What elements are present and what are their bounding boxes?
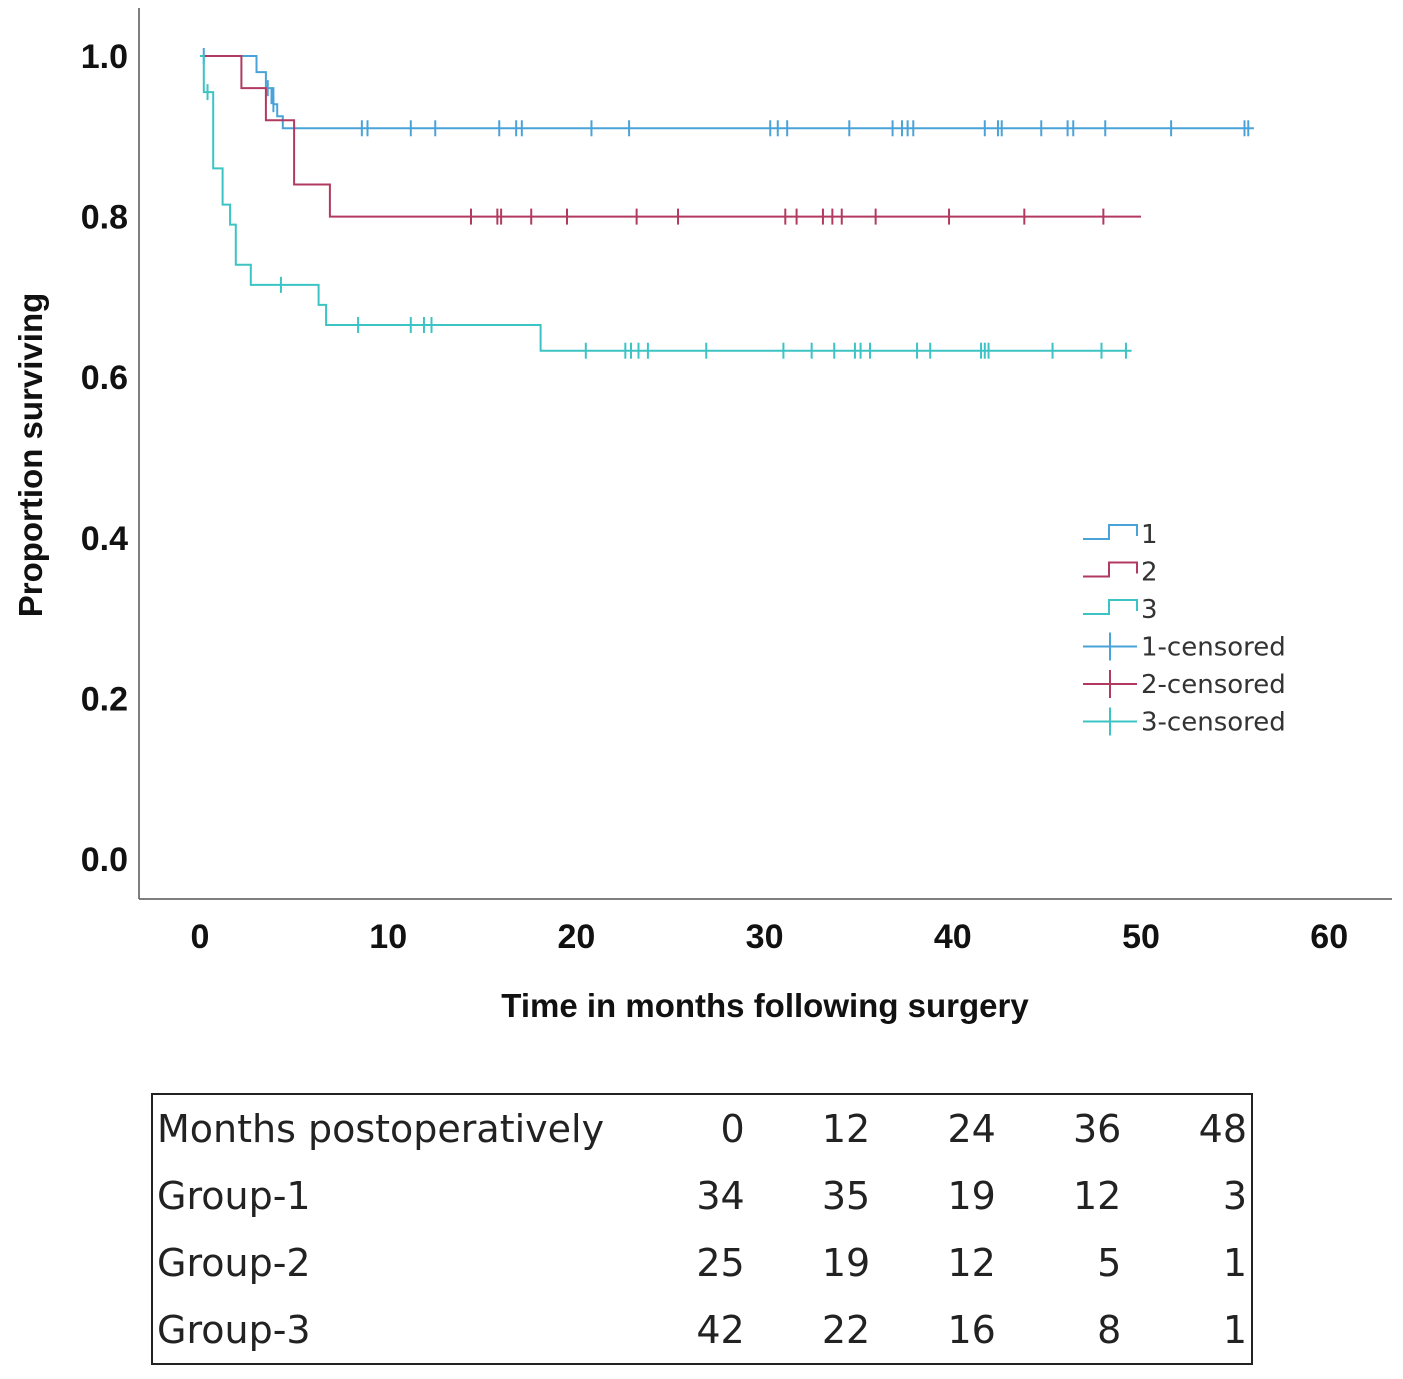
y-axis-title: Proportion surviving <box>12 293 49 618</box>
table-row: Group-2 25 19 12 5 1 <box>152 1229 1252 1296</box>
table-cell: 8 <box>1097 1307 1122 1352</box>
series-line-2 <box>200 55 1141 218</box>
x-tick-label: 60 <box>1310 918 1348 956</box>
legend-item: 3 <box>1083 595 1158 625</box>
y-tick-label: 0.6 <box>81 359 128 397</box>
plot-area <box>200 48 1254 359</box>
table-cell: 19 <box>947 1173 996 1218</box>
table-cell: 19 <box>821 1240 871 1285</box>
table-header-cell: 36 <box>1073 1106 1122 1151</box>
legend-label: 3 <box>1141 595 1158 625</box>
legend-item: 2-censored <box>1083 670 1286 700</box>
legend-label: 1 <box>1141 520 1158 550</box>
legend-item: 1 <box>1083 520 1158 550</box>
table-header-cell: 48 <box>1198 1106 1247 1151</box>
table-cell: 22 <box>821 1307 871 1352</box>
row-label: Group-3 <box>157 1307 311 1352</box>
x-tick-label: 0 <box>191 918 210 956</box>
legend-swatch-step <box>1083 599 1138 615</box>
legend-item: 2 <box>1083 558 1158 588</box>
axes: 0 10 20 30 40 50 60 0.0 0.2 0.4 0.6 0.8 1.0 <box>81 8 1392 956</box>
numbers-at-risk-table: Months postoperatively 0 12 24 36 48 Gro… <box>151 1093 1253 1365</box>
x-tick-label: 50 <box>1122 918 1160 956</box>
y-tick-label: 0.0 <box>81 841 128 879</box>
y-tick-label: 1.0 <box>81 38 128 76</box>
legend-item: 3-censored <box>1083 707 1286 738</box>
survival-chart: 0 10 20 30 40 50 60 0.0 0.2 0.4 0.6 0.8 1.0 1 2 3 1-cen… <box>12 8 1392 1024</box>
table-cell: 1 <box>1222 1307 1247 1352</box>
table-cell: 16 <box>947 1307 996 1352</box>
row-label: Group-2 <box>157 1240 311 1285</box>
x-tick-label: 30 <box>746 918 784 956</box>
legend-label: 2 <box>1141 558 1158 588</box>
legend-swatch-step <box>1083 524 1138 540</box>
legend-item: 1-censored <box>1083 632 1286 663</box>
table-cell: 35 <box>821 1173 871 1218</box>
legend-swatch-step <box>1083 561 1138 578</box>
table-cell: 5 <box>1097 1240 1122 1285</box>
x-tick-label: 20 <box>557 918 595 956</box>
table-cell: 1 <box>1222 1240 1247 1285</box>
table-header-cell: 12 <box>821 1106 871 1151</box>
table-header-label: Months postoperatively <box>157 1106 605 1151</box>
table-header-row: Months postoperatively 0 12 24 36 48 <box>152 1094 1252 1162</box>
table-header-cell: 0 <box>720 1106 745 1151</box>
legend-label: 2-censored <box>1141 670 1286 700</box>
series-line-1 <box>200 55 1254 130</box>
y-tick-label: 0.4 <box>81 520 128 558</box>
y-tick-label: 0.8 <box>81 199 128 237</box>
legend: 1 2 3 1-censored 2-censored 3-censored <box>1083 520 1286 738</box>
row-label: Group-1 <box>157 1173 311 1218</box>
x-axis-title: Time in months following surgery <box>501 987 1029 1024</box>
table-cell: 42 <box>696 1307 745 1352</box>
table-cell: 25 <box>696 1240 745 1285</box>
legend-label: 3-censored <box>1141 708 1286 738</box>
x-tick-label: 40 <box>934 918 972 956</box>
table-cell: 3 <box>1222 1173 1247 1218</box>
legend-label: 1-censored <box>1141 633 1286 663</box>
y-tick-label: 0.2 <box>81 680 128 718</box>
table-row: Group-1 34 35 19 12 3 <box>152 1162 1252 1229</box>
table-cell: 12 <box>947 1240 996 1285</box>
table-cell: 12 <box>1073 1173 1122 1218</box>
series-line-3 <box>200 55 1132 352</box>
x-tick-label: 10 <box>369 918 407 956</box>
table-header-cell: 24 <box>947 1106 996 1151</box>
table-row: Group-3 42 22 16 8 1 <box>152 1296 1252 1364</box>
table-cell: 34 <box>696 1173 745 1218</box>
